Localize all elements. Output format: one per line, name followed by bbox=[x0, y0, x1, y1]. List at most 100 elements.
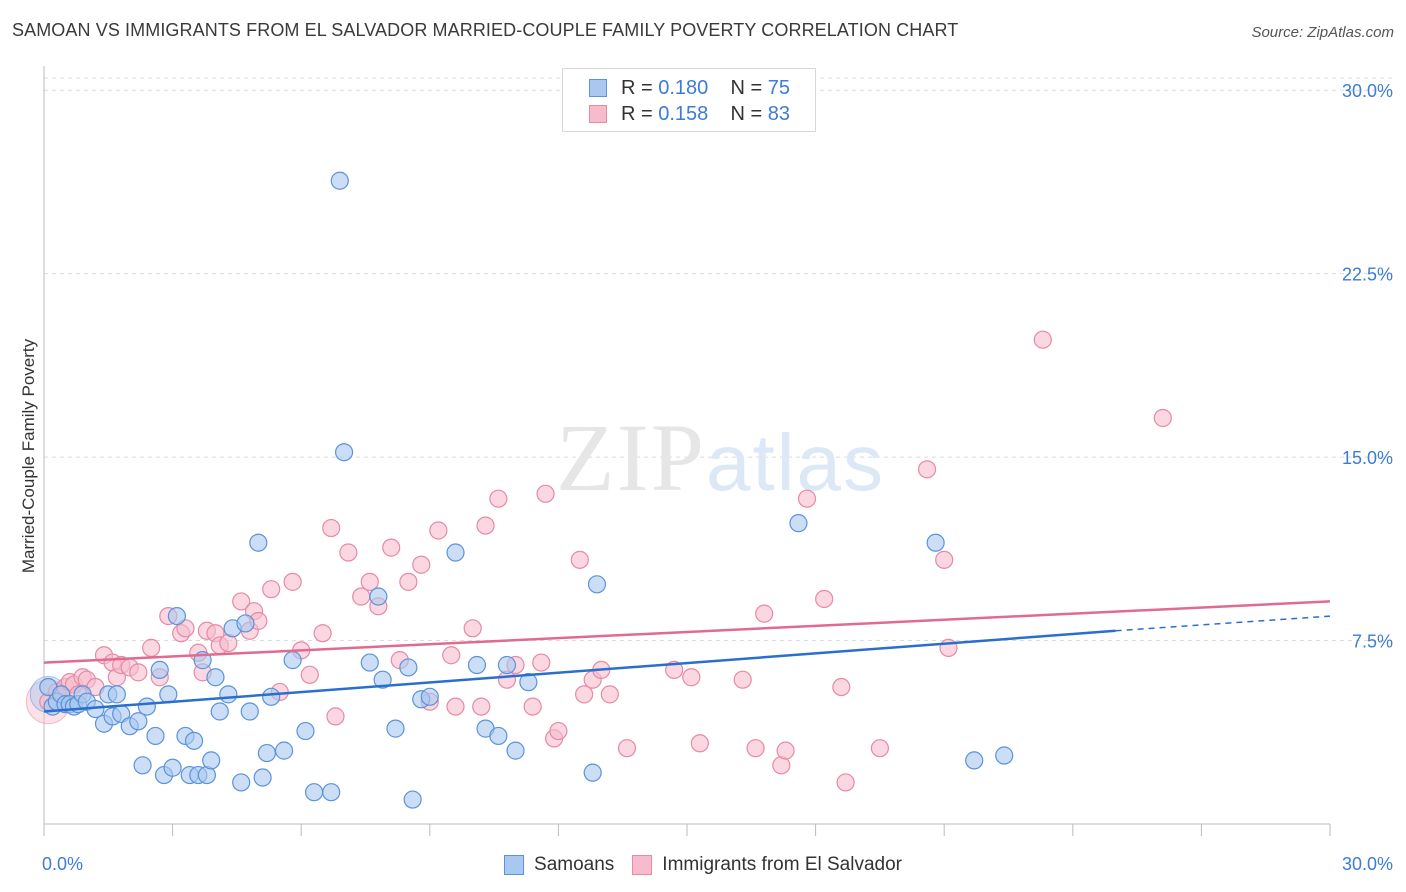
el-salvador-point bbox=[815, 589, 834, 609]
samoan-point bbox=[399, 658, 418, 677]
el-salvador-point bbox=[523, 697, 542, 716]
el-salvador-point bbox=[442, 646, 461, 665]
el-salvador-point bbox=[382, 538, 401, 557]
r-label: R = bbox=[621, 76, 653, 99]
el-salvador-point bbox=[489, 489, 508, 508]
el-salvador-point bbox=[1153, 408, 1172, 428]
el-salvador-point bbox=[935, 550, 954, 569]
watermark-atlas: atlas bbox=[706, 418, 885, 507]
el-salvador-point bbox=[600, 685, 619, 704]
watermark: ZIPatlas bbox=[556, 404, 885, 511]
samoan-point bbox=[519, 673, 538, 692]
samoan-point bbox=[274, 741, 294, 760]
samoan-point bbox=[322, 783, 341, 802]
el-salvador-point bbox=[476, 516, 495, 535]
el-salvador-point bbox=[733, 670, 752, 689]
samoan-point bbox=[304, 783, 324, 802]
x-tick-label: 0.0% bbox=[42, 854, 83, 874]
el-salvador-point bbox=[797, 489, 817, 508]
el-salvador-point bbox=[232, 592, 251, 611]
el-salvador-point bbox=[836, 773, 855, 792]
el-salvador-point bbox=[129, 663, 148, 682]
samoan-point bbox=[283, 651, 302, 670]
el-salvador-point bbox=[283, 572, 302, 591]
samoan-point bbox=[253, 768, 272, 787]
samoan-point bbox=[497, 655, 517, 675]
samoan-point bbox=[926, 533, 945, 552]
samoan-point bbox=[236, 614, 255, 633]
el-salvador-point bbox=[463, 619, 482, 638]
pink-swatch bbox=[632, 855, 653, 875]
el-salvador-point bbox=[313, 624, 332, 643]
el-salvador-point bbox=[339, 543, 358, 562]
n-label: N = bbox=[730, 102, 763, 125]
samoan-trend-extension bbox=[1115, 615, 1331, 632]
el-salvador-point bbox=[300, 665, 319, 684]
y-tick-label: 22.5% bbox=[1342, 265, 1393, 285]
n-value: 83 bbox=[767, 102, 791, 125]
samoan-point bbox=[403, 790, 422, 809]
samoan-point bbox=[107, 685, 126, 704]
el-salvador-point bbox=[360, 572, 379, 591]
samoan-point bbox=[167, 606, 186, 626]
series-legend: Samoans Immigrants from El Salvador bbox=[0, 852, 1406, 878]
samoan-point bbox=[262, 687, 281, 706]
samoan-point bbox=[129, 712, 148, 731]
n-value: 75 bbox=[767, 76, 791, 99]
samoan-point bbox=[206, 668, 225, 687]
r-label: R = bbox=[621, 102, 653, 125]
correlation-legend: R = 0.180 N = 75 R = 0.158 N = 83 bbox=[562, 68, 816, 132]
el-salvador-point bbox=[776, 741, 795, 760]
legend-item-el-salvador: Immigrants from El Salvador bbox=[632, 854, 902, 876]
n-label: N = bbox=[730, 76, 763, 99]
samoan-point bbox=[995, 746, 1014, 765]
el-salvador-point bbox=[532, 653, 551, 672]
samoan-point bbox=[146, 726, 165, 746]
el-salvador-point bbox=[446, 697, 465, 716]
el-salvador-point bbox=[142, 638, 161, 657]
watermark-zip: ZIP bbox=[556, 404, 706, 511]
el-salvador-point bbox=[746, 739, 765, 758]
el-salvador-point bbox=[412, 555, 431, 574]
el-salvador-point bbox=[755, 604, 774, 623]
legend-item-samoans: Samoans bbox=[504, 854, 614, 876]
r-value: 0.158 bbox=[658, 102, 709, 125]
legend-row-el-salvador: R = 0.158 N = 83 bbox=[589, 102, 790, 126]
legend-label-samoans: Samoans bbox=[534, 854, 615, 875]
el-salvador-point bbox=[322, 518, 341, 538]
samoan-point bbox=[219, 685, 238, 704]
samoan-point bbox=[210, 702, 229, 721]
el-salvador-point bbox=[575, 685, 594, 704]
blue-swatch bbox=[589, 79, 607, 97]
el-salvador-point bbox=[262, 580, 281, 599]
samoan-point bbox=[467, 655, 487, 675]
samoan-point bbox=[489, 726, 508, 746]
el-salvador-point bbox=[399, 572, 418, 591]
el-salvador-point bbox=[617, 739, 637, 758]
samoan-point bbox=[163, 758, 182, 777]
samoan-point bbox=[420, 687, 439, 706]
samoan-point bbox=[296, 721, 315, 741]
el-salvador-point bbox=[536, 484, 555, 503]
samoan-point bbox=[583, 763, 602, 782]
samoan-point bbox=[232, 773, 251, 792]
blue-swatch bbox=[504, 855, 525, 875]
el-salvador-point bbox=[690, 734, 709, 753]
legend-label-el-salvador: Immigrants from El Salvador bbox=[662, 854, 902, 875]
samoan-point bbox=[360, 653, 379, 672]
samoan-point bbox=[506, 741, 525, 760]
samoan-point bbox=[202, 751, 221, 770]
samoan-point bbox=[257, 743, 277, 763]
y-tick-label: 15.0% bbox=[1342, 448, 1393, 468]
pink-swatch bbox=[589, 105, 607, 123]
samoan-point bbox=[249, 533, 268, 552]
el-salvador-point bbox=[665, 660, 684, 680]
samoan-point bbox=[150, 660, 169, 680]
el-salvador-point bbox=[549, 721, 568, 741]
y-axis-title: Married-Couple Family Poverty bbox=[19, 338, 38, 573]
legend-row-samoans: R = 0.180 N = 75 bbox=[589, 76, 790, 100]
samoan-point bbox=[373, 670, 392, 689]
samoan-trend-line bbox=[43, 629, 1116, 713]
el-salvador-point bbox=[326, 707, 345, 726]
